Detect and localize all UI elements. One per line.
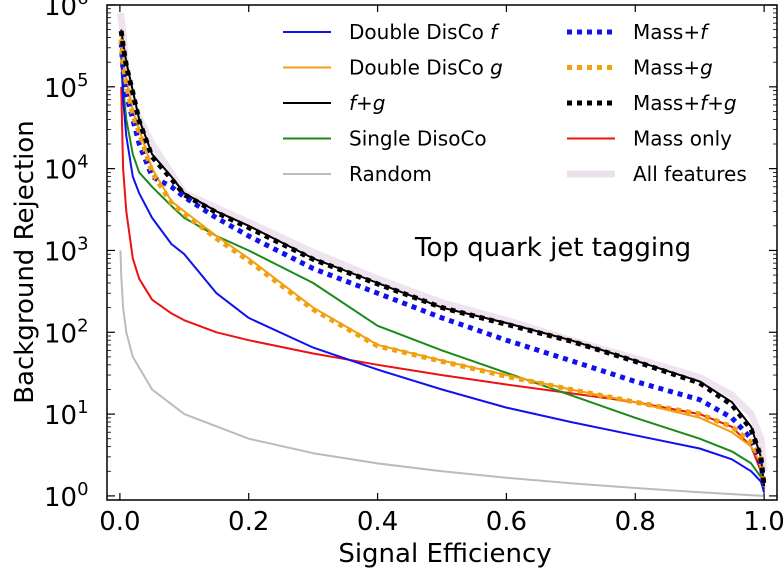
legend-text: Single DisoCo <box>349 127 487 151</box>
plot-frame <box>106 4 778 501</box>
y-tick-label: 104 <box>44 152 89 186</box>
y-tick-base: 10 <box>44 0 77 22</box>
legend-text-italic: g <box>484 56 503 80</box>
legend-text: Mass+ <box>633 56 700 80</box>
y-tick-label: 105 <box>44 70 89 104</box>
legend-label-random: Random <box>349 162 432 186</box>
y-tick-exponent: 1 <box>77 397 88 418</box>
legend-label-mass_f: Mass+f <box>633 20 710 44</box>
series-line-ddisco_g <box>120 37 766 487</box>
legend-text: Double DisCo <box>349 20 484 44</box>
y-tick-exponent: 2 <box>77 315 88 336</box>
legend-text: Mass only <box>633 127 732 151</box>
legend-label-mass_fg: Mass+f+g <box>633 91 737 115</box>
legend-text: Mass+ <box>633 91 700 115</box>
series-line-single_disco <box>120 47 766 493</box>
y-tick-label: 103 <box>44 233 89 267</box>
x-tick-label: 0.8 <box>615 507 656 537</box>
x-tick-label: 1.0 <box>743 507 783 537</box>
series-line-mass_g <box>118 39 767 487</box>
y-tick-label: 106 <box>44 0 89 22</box>
legend-text: Mass+ <box>633 20 700 44</box>
y-ticks: 100101102103104105106 <box>44 0 777 513</box>
x-ticks: 0.0 0.2 0.4 0.6 0.8 1.0 <box>99 5 783 537</box>
y-tick-label: 102 <box>44 315 89 349</box>
y-tick-exponent: 6 <box>77 0 88 9</box>
legend-label-single_disco: Single DisoCo <box>349 127 487 151</box>
x-tick-label: 0.6 <box>486 507 527 537</box>
y-tick-base: 10 <box>44 237 77 267</box>
series-layer <box>117 12 768 497</box>
x-tick-label: 0.2 <box>228 507 269 537</box>
series-line-random <box>119 250 765 497</box>
legend-text: Random <box>349 162 432 186</box>
legend-label-all_features: All features <box>633 162 747 186</box>
chart-annotation: Top quark jet tagging <box>414 233 691 263</box>
y-tick-label: 100 <box>44 479 89 513</box>
series-line-mass_fg <box>118 30 767 487</box>
legend-text: All features <box>633 162 747 186</box>
y-tick-base: 10 <box>44 74 77 104</box>
y-tick-exponent: 3 <box>77 233 88 254</box>
y-tick-base: 10 <box>44 483 77 513</box>
series-line-mass_f <box>118 42 767 487</box>
x-axis-title: Signal Efficiency <box>338 539 551 569</box>
legend-label-mass_g: Mass+g <box>633 56 713 80</box>
x-tick-label: 0.4 <box>357 507 398 537</box>
legend-label-ddisco_g: Double DisCo g <box>349 56 503 80</box>
legend-label-ddisco_f: Double DisCo f <box>349 20 500 44</box>
y-tick-label: 101 <box>44 397 89 431</box>
y-axis-title: Background Rejection <box>10 120 40 404</box>
legend-text-italic: f <box>484 20 500 44</box>
y-tick-exponent: 5 <box>77 70 88 91</box>
series-line-ddisco_f <box>120 54 766 493</box>
legend-text-italic: f+g <box>700 91 737 115</box>
series-line-mass_only <box>120 86 766 490</box>
y-tick-base: 10 <box>44 401 77 431</box>
y-tick-base: 10 <box>44 156 77 186</box>
y-tick-exponent: 4 <box>77 152 88 173</box>
legend-text: f+g <box>349 91 386 115</box>
y-tick-base: 10 <box>44 319 77 349</box>
legend-text: Double DisCo <box>349 56 484 80</box>
y-tick-exponent: 0 <box>77 479 88 500</box>
legend-label-mass_only: Mass only <box>633 127 732 151</box>
legend-label-f_plus_g: f+g <box>349 91 386 115</box>
legend-text-italic: f <box>700 20 710 44</box>
x-tick-label: 0.0 <box>99 507 140 537</box>
legend-text-italic: g <box>700 56 713 80</box>
